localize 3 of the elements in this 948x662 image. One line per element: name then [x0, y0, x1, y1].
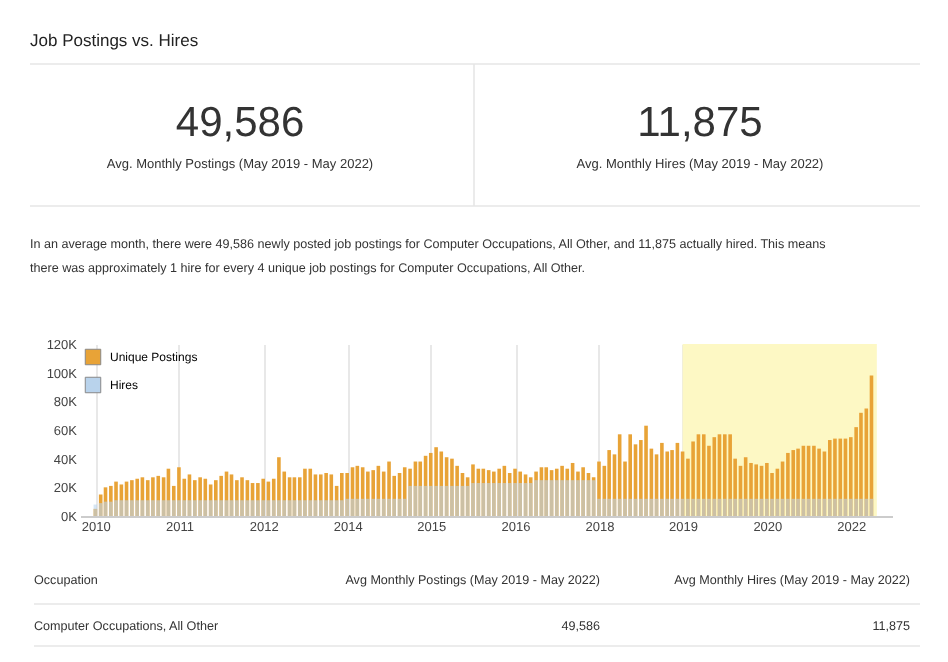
- text: 49,586: [175, 100, 305, 146]
- chart-title: Job Postings vs. Hires: [30, 30, 199, 50]
- text: 11,875: [637, 100, 763, 146]
